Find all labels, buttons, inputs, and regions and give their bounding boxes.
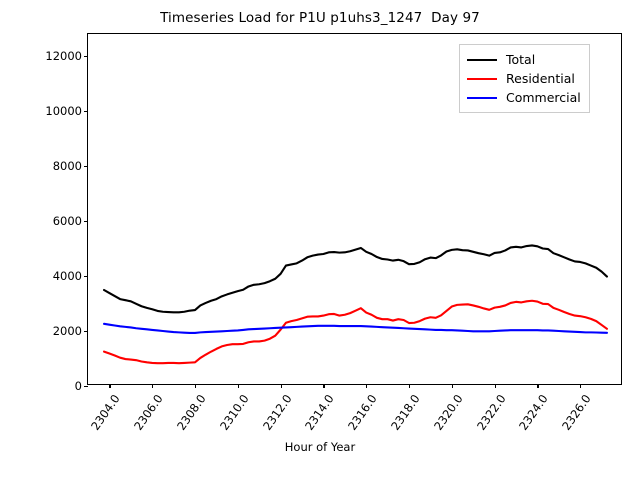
legend-label-residential: Residential — [506, 71, 575, 86]
legend-swatch-commercial — [467, 96, 497, 99]
x-tick-label: 2314.0 — [302, 391, 338, 433]
legend-item-residential[interactable]: Residential — [467, 69, 581, 88]
x-tick-label: 2304.0 — [88, 391, 124, 433]
y-tick-mark — [84, 386, 88, 388]
x-tick-mark — [152, 384, 154, 388]
series-line-commercial — [102, 322, 609, 334]
x-tick-mark — [109, 384, 111, 388]
x-tick-label: 2324.0 — [516, 391, 552, 433]
y-tick-mark — [84, 111, 88, 113]
x-tick-mark — [237, 384, 239, 388]
plot-lines — [102, 244, 609, 365]
series-line-residential — [102, 299, 609, 365]
x-tick-label: 2310.0 — [216, 391, 252, 433]
x-tick-label: 2320.0 — [430, 391, 466, 433]
legend-item-commercial[interactable]: Commercial — [467, 88, 581, 107]
x-tick-mark — [494, 384, 496, 388]
y-tick-mark — [84, 276, 88, 278]
x-tick-label: 2322.0 — [473, 391, 509, 433]
y-tick-label: 10000 — [45, 104, 82, 118]
x-tick-label: 2308.0 — [174, 391, 209, 433]
x-tick-label: 2316.0 — [345, 391, 380, 433]
y-tick-label: 0 — [74, 379, 82, 393]
y-tick-label: 4000 — [52, 269, 82, 283]
y-tick-label: 8000 — [52, 159, 82, 173]
series-line-total — [102, 244, 609, 314]
x-tick-mark — [366, 384, 368, 388]
x-tick-label: 2326.0 — [559, 391, 594, 433]
y-tick-label: 12000 — [45, 49, 82, 63]
chart-title: Timeseries Load for P1U p1uhs3_1247 Day … — [160, 10, 480, 26]
x-tick-mark — [409, 384, 411, 388]
legend-label-total: Total — [506, 52, 536, 67]
y-tick-mark — [84, 331, 88, 333]
y-tick-mark — [84, 221, 88, 223]
x-tick-mark — [537, 384, 539, 388]
x-tick-mark — [580, 384, 582, 388]
x-tick-label: 2312.0 — [259, 391, 295, 433]
x-tick-mark — [451, 384, 453, 388]
x-axis-label: Hour of Year — [284, 440, 356, 454]
plot-area: 0 2000 4000 6000 8000 10000 12000 2304.0 2306.0 2… — [45, 33, 622, 433]
x-tick-mark — [323, 384, 325, 388]
y-tick-mark — [84, 56, 88, 58]
chart-legend: Total Residential Commercial — [459, 44, 590, 113]
x-tick-label: 2306.0 — [131, 391, 166, 433]
y-tick-mark — [84, 166, 88, 168]
legend-swatch-total — [467, 58, 497, 61]
legend-swatch-residential — [467, 77, 497, 80]
x-tick-label: 2318.0 — [388, 391, 423, 433]
legend-label-commercial: Commercial — [506, 90, 581, 105]
y-tick-label: 2000 — [52, 324, 82, 338]
x-tick-mark — [195, 384, 197, 388]
x-tick-mark — [280, 384, 282, 388]
legend-item-total[interactable]: Total — [467, 50, 581, 69]
y-tick-label: 6000 — [52, 214, 82, 228]
